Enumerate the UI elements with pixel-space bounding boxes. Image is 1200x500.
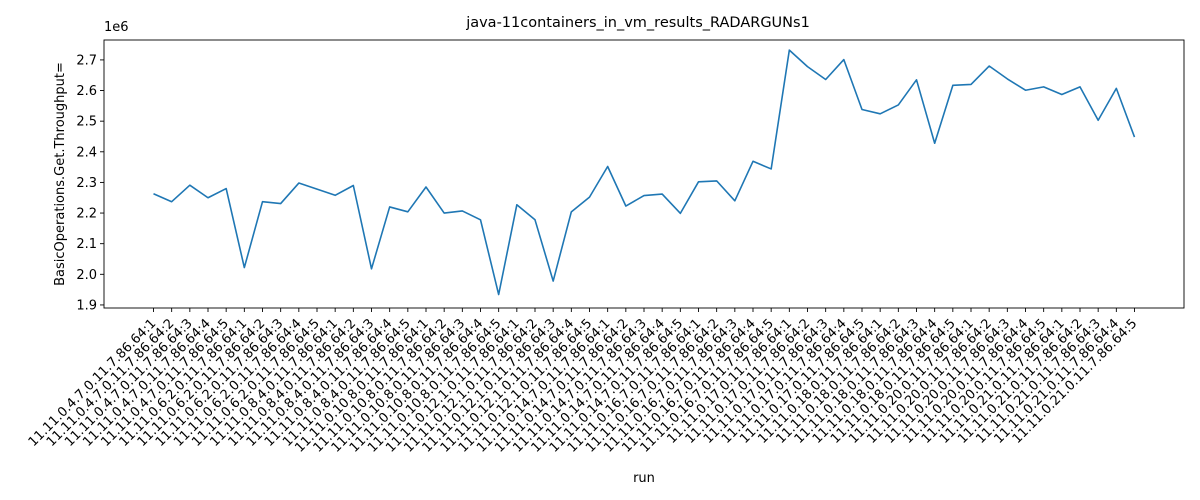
y-tick-label: 2.1 bbox=[76, 237, 97, 252]
chart-title: java-11containers_in_vm_results_RADARGUN… bbox=[465, 15, 810, 31]
y-tick-label: 2.4 bbox=[76, 145, 97, 160]
y-tick-label: 2.3 bbox=[76, 176, 97, 191]
y-axis-label: BasicOperations.Get.Throughput= bbox=[53, 62, 68, 286]
y-tick-label: 2.0 bbox=[76, 268, 97, 283]
y-axis: 1.9 2.0 2.1 2.2 2.3 2.4 2.5 2.6 2.7 bbox=[76, 53, 104, 313]
y-tick-label: 2.5 bbox=[76, 115, 97, 130]
y-tick-label: 1.9 bbox=[76, 298, 97, 313]
y-offset-label: 1e6 bbox=[104, 20, 129, 35]
series-line bbox=[153, 49, 1136, 296]
y-tick-label: 2.7 bbox=[76, 53, 97, 68]
x-axis-label: run bbox=[633, 471, 655, 486]
y-tick-label: 2.2 bbox=[76, 207, 97, 222]
y-tick-label: 2.6 bbox=[76, 84, 97, 99]
plot-frame bbox=[103, 39, 1185, 309]
x-axis: 11.11.0.4.7.0.11.7.86.64:111.11.0.4.7.0.… bbox=[26, 308, 1140, 456]
